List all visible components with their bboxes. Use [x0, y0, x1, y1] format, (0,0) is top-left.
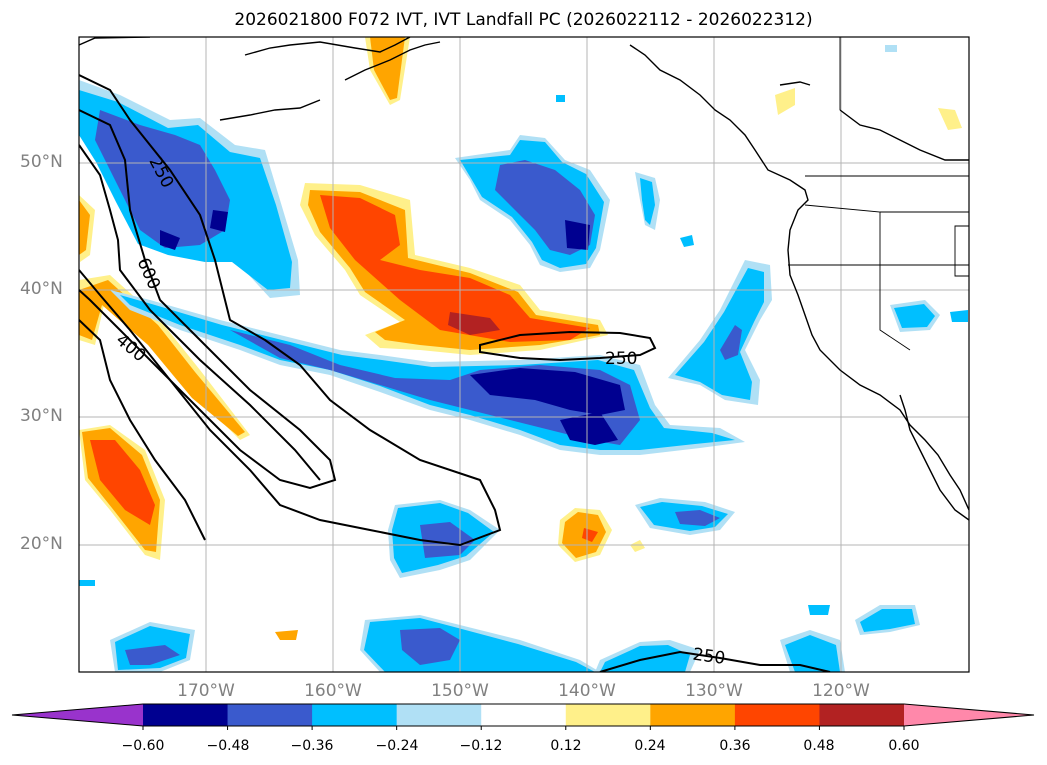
negative-anomaly-shading — [79, 45, 968, 672]
shade-s4-cyan — [785, 635, 840, 672]
colorbar-tick: 0.60 — [888, 738, 920, 754]
lat-label: 40°N — [20, 279, 63, 299]
ivt-contours — [79, 74, 831, 672]
shade-west-south-red — [90, 440, 155, 525]
ivt-map: 250 600 400 250 250 — [78, 36, 970, 673]
shade-north-orange — [370, 37, 405, 100]
shade-nw-navy2 — [210, 210, 228, 232]
contour-label: 250 — [605, 349, 637, 369]
shade-s5-cyan — [860, 609, 915, 632]
colorbar-tick: 0.24 — [634, 738, 666, 754]
coastlines — [79, 37, 969, 521]
shade-e1-blue — [675, 510, 720, 526]
map-frame — [78, 36, 970, 673]
lon-label: 130°W — [685, 681, 743, 701]
shade-s6 — [808, 605, 830, 615]
graticule — [79, 37, 969, 672]
shade-band-navy — [470, 368, 625, 415]
lon-label: 120°W — [812, 681, 870, 701]
shade-e5 — [680, 235, 694, 247]
colorbar-tick: −0.48 — [206, 738, 250, 754]
colorbar-tick: −0.60 — [121, 738, 165, 754]
colorbar-tick: 0.12 — [550, 738, 582, 754]
shade-nw-blue — [95, 110, 230, 248]
shade-cn-navy — [565, 220, 590, 250]
shade-band-blue — [230, 330, 640, 445]
colorbar-tick: 0.48 — [803, 738, 835, 754]
shade-south-blob-red — [582, 528, 598, 542]
colorbar-segment — [819, 704, 905, 726]
colorbar-tick: −0.24 — [375, 738, 419, 754]
shade-e3 — [950, 310, 968, 322]
lat-label: 50°N — [20, 152, 63, 172]
shade-tiny-4 — [938, 108, 962, 130]
lat-label: 30°N — [20, 406, 63, 426]
colorbar-tick: −0.12 — [459, 738, 503, 754]
shade-s2-cyan — [364, 618, 595, 672]
lon-label: 160°W — [304, 681, 362, 701]
lon-label: 140°W — [558, 681, 616, 701]
contour-label: 250 — [691, 645, 726, 669]
state-borders — [788, 37, 969, 351]
lat-label: 20°N — [20, 534, 63, 554]
contour-label: 600 — [133, 255, 164, 293]
shade-tiny-1 — [630, 540, 645, 552]
colorbar-segment — [734, 704, 820, 726]
colorbar-frame — [11, 703, 1035, 727]
shade-s8 — [885, 45, 897, 52]
shade-west-strip-orange — [79, 200, 90, 255]
shade-nw-navy1 — [160, 230, 180, 250]
shade-s9 — [556, 95, 565, 102]
shade-rc-cyan — [675, 268, 764, 400]
lon-label: 150°W — [431, 681, 489, 701]
shade-tiny-2 — [275, 630, 298, 640]
colorbar-segment — [650, 704, 736, 726]
colorbar-under-triangle — [12, 704, 143, 726]
lon-label: 170°W — [177, 681, 235, 701]
shade-s2-blue — [400, 628, 460, 665]
shade-e4-cyan — [640, 178, 655, 225]
colorbar-over-triangle — [904, 704, 1034, 726]
shade-s1-blue — [125, 645, 180, 665]
map-title: 2026021800 F072 IVT, IVT Landfall PC (20… — [234, 10, 813, 30]
colorbar-tick: −0.36 — [290, 738, 334, 754]
shade-tiny-3 — [775, 88, 795, 115]
shade-band-navy2 — [560, 412, 618, 445]
colorbar-segment — [312, 704, 398, 726]
shade-s7 — [79, 580, 95, 586]
colorbar-segment — [143, 704, 229, 726]
shade-e2-cyan — [894, 304, 935, 328]
shade-hi-blue — [420, 522, 475, 558]
shade-central-darkred — [448, 312, 500, 335]
colorbar-tick: 0.36 — [719, 738, 751, 754]
colorbar-segment — [396, 704, 482, 726]
colorbar-segment — [481, 704, 567, 726]
shade-central-red — [320, 195, 590, 342]
shade-rc-blue — [720, 325, 742, 360]
colorbar-segment — [565, 704, 651, 726]
colorbar-segment — [227, 704, 313, 726]
